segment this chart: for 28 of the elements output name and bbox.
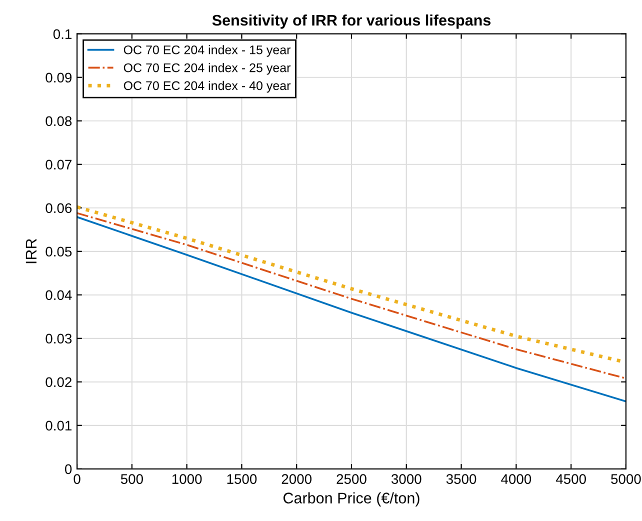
y-tick-label: 0: [65, 464, 72, 474]
x-tick-label: 500: [120, 474, 143, 484]
legend-label: OC 70 EC 204 index - 40 year: [124, 80, 291, 93]
legend-label: OC 70 EC 204 index - 15 year: [124, 45, 291, 57]
x-tick-label: 0: [74, 474, 80, 484]
y-tick-label: 0.01: [46, 420, 72, 431]
x-tick-label: 5000: [611, 474, 641, 484]
x-tick-label: 3000: [391, 474, 422, 484]
y-tick-label: 0.06: [46, 203, 72, 214]
x-tick-label: 2500: [336, 474, 366, 484]
y-tick-label: 0.03: [46, 334, 72, 344]
y-tick-label: 0.05: [46, 246, 72, 257]
x-tick-label: 3500: [446, 474, 476, 484]
y-axis-title: IRR: [26, 238, 36, 264]
y-tick-label: 0.07: [46, 160, 72, 170]
chart-title: Sensitivity of IRR for various lifespans: [212, 14, 491, 29]
x-axis-title: Carbon Price (€/ton): [283, 492, 420, 506]
y-tick-label: 0.1: [53, 29, 72, 40]
x-tick-label: 4500: [556, 474, 586, 484]
x-tick-label: 2000: [282, 474, 312, 484]
y-tick-label: 0.09: [46, 72, 72, 83]
y-tick-label: 0.08: [46, 116, 72, 126]
y-tick-label: 0.04: [46, 290, 72, 300]
x-tick-label: 4000: [501, 474, 532, 484]
legend-label: OC 70 EC 204 index - 25 year: [124, 63, 291, 75]
x-tick-label: 1500: [227, 474, 257, 484]
x-tick-label: 1000: [172, 474, 202, 484]
y-tick-label: 0.02: [46, 377, 72, 388]
